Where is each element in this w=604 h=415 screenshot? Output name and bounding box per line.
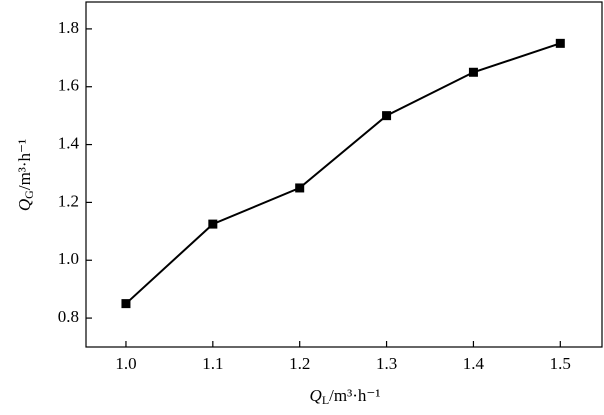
marker: [468, 67, 478, 77]
x-tick-label: 1.2: [289, 354, 310, 373]
y-label-symbol: Q: [15, 199, 34, 211]
y-tick-label: 1.4: [58, 133, 80, 152]
y-tick-label: 1.0: [58, 249, 79, 268]
x-tick-label: 1.5: [550, 354, 571, 373]
y-tick-label: 1.2: [58, 191, 79, 210]
x-tick-label: 1.4: [463, 354, 485, 373]
x-tick-label: 1.3: [376, 354, 397, 373]
x-axis-label: QL/m³·h⁻¹: [310, 386, 381, 407]
y-axis-label: QG/m³·h⁻¹: [15, 139, 36, 211]
marker: [295, 183, 305, 193]
marker: [208, 219, 218, 229]
marker: [382, 111, 392, 121]
x-label-subscript: L: [322, 393, 329, 407]
y-tick-label: 0.8: [58, 307, 79, 326]
x-tick-label: 1.0: [115, 354, 136, 373]
y-label-unit: /m³·h⁻¹: [15, 139, 34, 190]
x-tick-label: 1.1: [202, 354, 223, 373]
marker: [121, 299, 131, 309]
line: [125, 42, 561, 305]
plot-frame: [85, 1, 603, 348]
y-tick-label: 1.6: [58, 76, 79, 95]
marker: [555, 38, 565, 48]
y-tick-label: 1.8: [58, 18, 79, 37]
x-label-unit: /m³·h⁻¹: [329, 386, 380, 405]
x-label-symbol: Q: [310, 386, 322, 405]
y-label-subscript: G: [22, 190, 36, 199]
